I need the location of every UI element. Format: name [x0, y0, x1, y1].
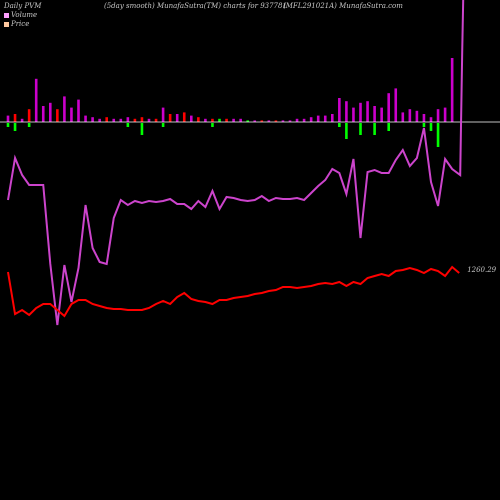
chart-type-label: Daily PVM — [4, 2, 42, 10]
volume-bar-down — [6, 123, 10, 127]
volume-bar — [366, 101, 369, 122]
volume-bar — [168, 114, 172, 122]
volume-bar-down — [161, 123, 165, 127]
volume-bar — [133, 118, 137, 122]
volume-bar — [443, 107, 447, 122]
volume-bar — [49, 102, 52, 122]
volume-bar — [218, 118, 221, 122]
volume-bar — [197, 117, 200, 122]
volume-bar — [288, 120, 292, 122]
volume-bar — [281, 120, 285, 122]
volume-bar — [345, 101, 348, 122]
volume-bar — [56, 109, 59, 122]
volume-bar — [323, 115, 327, 122]
volume-bar — [175, 114, 179, 122]
legend-volume-label: Volume — [11, 11, 38, 19]
volume-bar — [239, 118, 242, 122]
volume-bar-down — [422, 123, 426, 127]
volume-bar — [147, 118, 151, 122]
volume-bar — [154, 118, 158, 122]
volume-bar — [246, 120, 249, 122]
volume-bar — [408, 109, 412, 122]
volume-bar — [20, 118, 24, 122]
volume-bar — [232, 118, 235, 122]
volume-bar-down — [13, 123, 17, 131]
volume-bar — [429, 117, 433, 122]
volume-bar — [380, 107, 383, 122]
volume-bar — [352, 107, 355, 122]
volume-bar — [422, 114, 426, 122]
volume-bar-down — [338, 123, 341, 127]
volume-bar — [119, 118, 123, 122]
volume-bar — [41, 106, 45, 122]
volume-bar — [161, 107, 165, 122]
volume-bar — [274, 120, 278, 122]
volume-bar-down — [27, 123, 31, 127]
volume-bar — [91, 117, 94, 122]
volume-bar-down — [373, 123, 376, 135]
volume-bar — [204, 118, 207, 122]
volume-bar — [253, 120, 257, 122]
volume-bar — [359, 102, 362, 122]
volume-bar — [140, 117, 144, 122]
volume-bar — [295, 118, 299, 122]
volume-bar — [84, 115, 87, 122]
volume-bar — [316, 115, 320, 122]
volume-bar — [211, 118, 214, 122]
volume-bar-down — [429, 123, 433, 131]
volume-bar — [387, 93, 390, 122]
volume-bar — [309, 117, 313, 122]
volume-bar — [450, 58, 454, 122]
volume-bar — [77, 99, 80, 122]
volume-bar — [13, 114, 17, 122]
volume-bar — [267, 120, 271, 122]
chart-source: (MFL291021A) MunafaSutra.com — [283, 2, 403, 10]
volume-bar — [6, 115, 10, 122]
legend-price: Price — [4, 20, 29, 28]
volume-bar — [394, 88, 398, 122]
volume-bar-down — [140, 123, 144, 135]
legend-price-swatch — [4, 21, 9, 27]
volume-bar — [436, 109, 440, 122]
volume-bar — [302, 118, 306, 122]
volume-bar — [105, 117, 108, 122]
legend-price-label: Price — [11, 20, 30, 28]
volume-bar — [63, 96, 66, 122]
volume-bar — [190, 115, 193, 122]
pvm-line — [7, 0, 465, 326]
price-value-label: 1260.29 — [467, 266, 496, 274]
volume-bar — [401, 112, 405, 122]
volume-bar — [34, 78, 38, 122]
volume-bar — [225, 118, 228, 122]
volume-bar-down — [387, 123, 390, 131]
volume-bar-down — [345, 123, 348, 139]
volume-bar — [373, 106, 376, 122]
volume-bar — [70, 107, 73, 122]
volume-bar — [112, 118, 116, 122]
volume-bar-down — [359, 123, 362, 135]
legend-volume: Volume — [4, 11, 37, 19]
volume-bar — [260, 120, 264, 122]
volume-bar — [126, 117, 130, 122]
volume-bar — [338, 98, 341, 122]
legend-volume-swatch — [4, 12, 9, 18]
volume-bar — [331, 114, 334, 122]
volume-bar-down — [126, 123, 130, 127]
volume-bar — [182, 112, 186, 122]
volume-bar-down — [436, 123, 440, 147]
volume-bar — [27, 109, 31, 122]
volume-bar — [98, 118, 101, 122]
price-line — [7, 265, 460, 318]
volume-bar-down — [211, 123, 214, 127]
volume-bar — [415, 110, 419, 122]
chart-title: (5day smooth) MunafaSutra(TM) charts for… — [104, 2, 287, 10]
